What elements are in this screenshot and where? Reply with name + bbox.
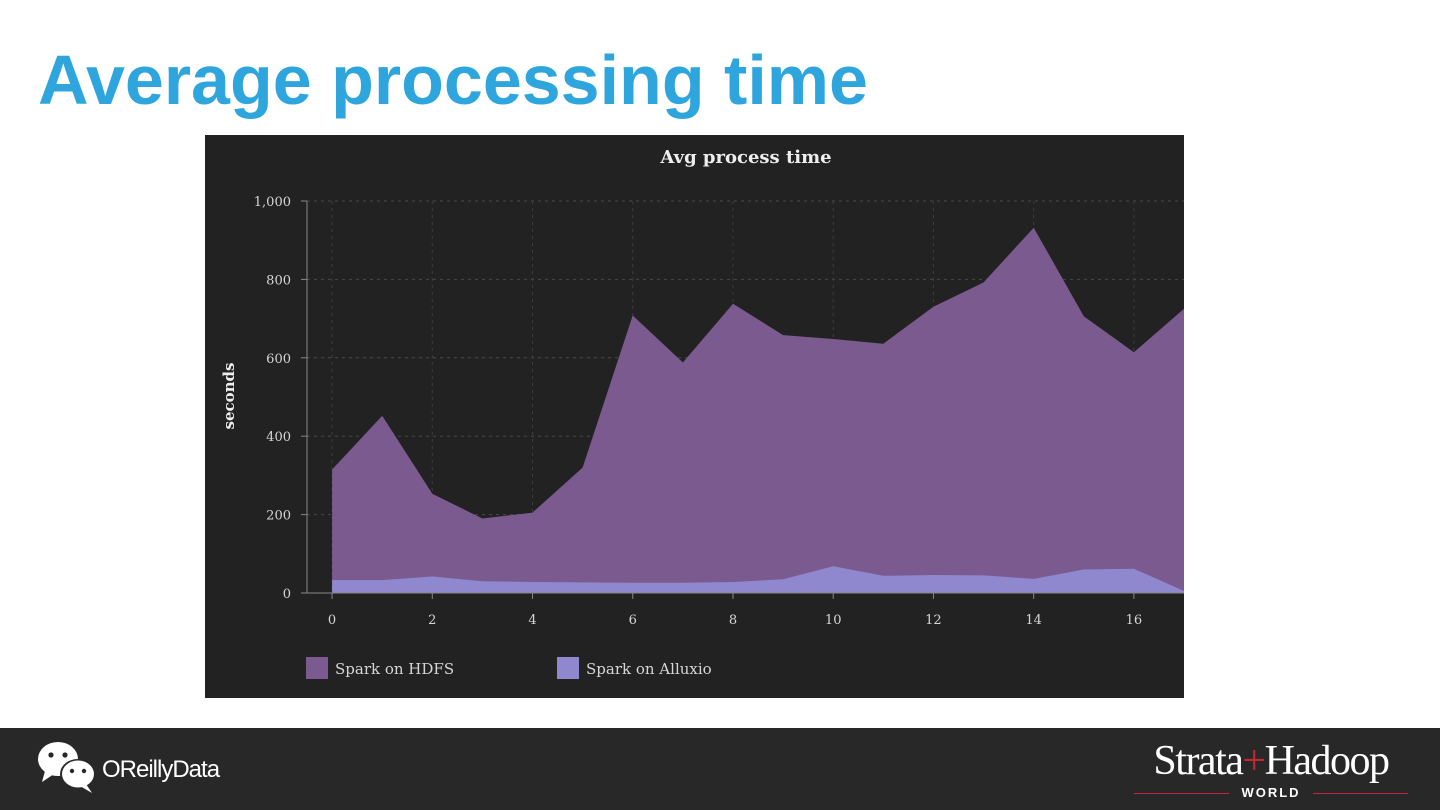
x-tick-label: 6 [629, 613, 637, 628]
area-chart: Avg process time 0 200 400 600 800 1,000 0 2 4 6 8 1… [205, 135, 1184, 698]
brand-subtitle: WORLD [1241, 785, 1301, 800]
y-tick-label: 400 [266, 430, 291, 445]
y-tick-label: 1,000 [254, 195, 291, 210]
wechat-icon [38, 742, 96, 793]
brand-wordmark: Strata+Hadoop [1153, 738, 1390, 784]
brand-rule-left [1134, 793, 1229, 794]
x-tick-label: 14 [1025, 613, 1042, 628]
strata-hadoop-logo: Strata+Hadoop WORLD [1130, 738, 1412, 802]
area-series-2 [332, 566, 1184, 593]
legend-label-1: Spark on HDFS [335, 660, 454, 678]
legend-swatch-1 [306, 657, 328, 679]
chart-canvas: Avg process time 0 200 400 600 800 1,000 0 2 4 6 8 1… [220, 147, 1184, 679]
x-tick-label: 0 [328, 613, 336, 628]
y-tick-label: 200 [266, 509, 291, 524]
x-tick-label: 10 [825, 613, 842, 628]
legend-label-2: Spark on Alluxio [586, 660, 712, 678]
chart-title: Avg process time [659, 147, 831, 168]
brand-rule-right [1313, 793, 1408, 794]
y-tick-label: 0 [283, 587, 291, 602]
social-handle: OReillyData [102, 756, 220, 783]
y-tick-label: 800 [266, 273, 291, 288]
slide-title: Average processing time [38, 41, 868, 119]
area-series-1 [332, 227, 1184, 593]
x-tick-label: 2 [428, 613, 436, 628]
x-tick-label: 8 [729, 613, 737, 628]
y-axis-label: seconds [220, 363, 238, 430]
y-tick-label: 600 [266, 352, 291, 367]
legend-swatch-2 [557, 657, 579, 679]
x-tick-label: 4 [528, 613, 536, 628]
footer-bar: OReillyData Strata+Hadoop WORLD [0, 728, 1440, 810]
x-tick-label: 16 [1126, 613, 1143, 628]
x-tick-label: 12 [925, 613, 942, 628]
